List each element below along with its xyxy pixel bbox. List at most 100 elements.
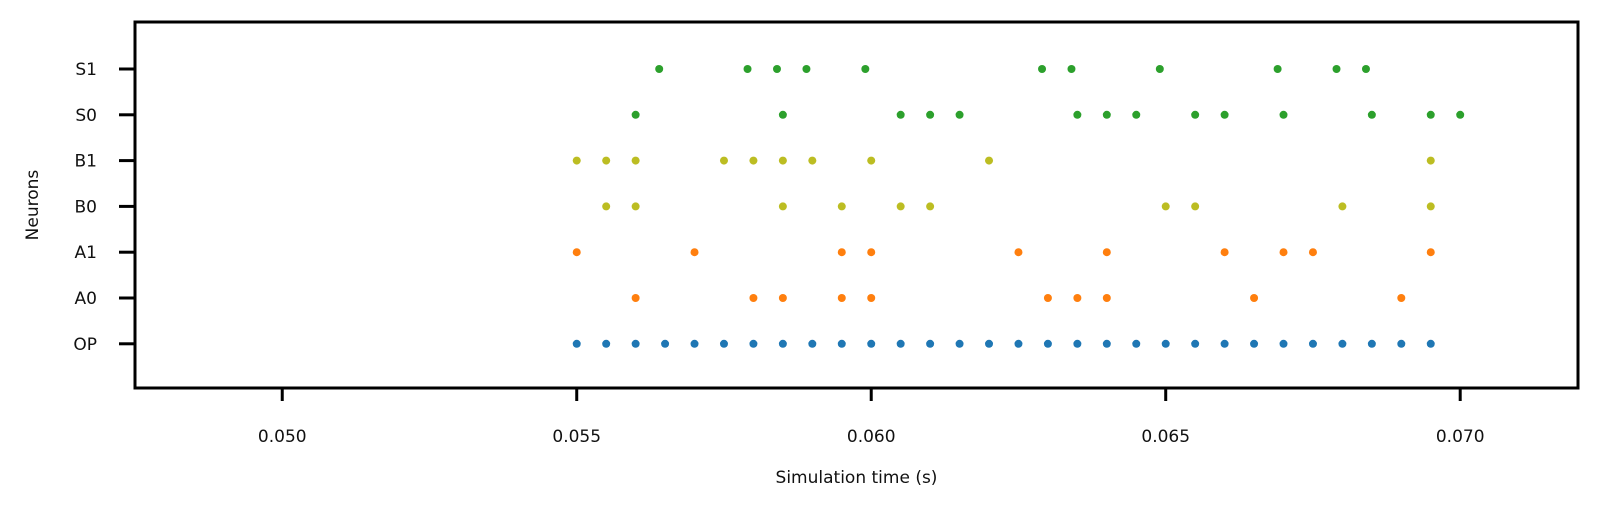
spike-point-a1 bbox=[1279, 248, 1288, 257]
spike-point-op bbox=[867, 339, 876, 348]
x-tick-label: 0.060 bbox=[847, 427, 896, 447]
spike-point-op bbox=[896, 339, 905, 348]
spike-point-op bbox=[1367, 339, 1376, 348]
spike-point-op bbox=[778, 339, 787, 348]
spike-point-op bbox=[1014, 339, 1023, 348]
spike-point-s1 bbox=[1332, 65, 1341, 73]
spike-point-op bbox=[955, 339, 964, 348]
spike-point-b1 bbox=[631, 156, 640, 165]
spike-point-a0 bbox=[867, 294, 876, 302]
spike-point-s0 bbox=[1367, 110, 1376, 119]
spike-point-s1 bbox=[1155, 65, 1164, 73]
spike-point-op bbox=[1191, 339, 1200, 348]
spike-point-op bbox=[1397, 339, 1406, 348]
spike-point-s0 bbox=[1191, 110, 1200, 119]
spike-point-a0 bbox=[1073, 294, 1082, 302]
spike-point-s1 bbox=[1038, 65, 1047, 73]
y-tick-label-a1: A1 bbox=[75, 243, 97, 263]
spike-point-op bbox=[1043, 339, 1052, 348]
x-axis-label: Simulation time (s) bbox=[776, 468, 938, 488]
spike-point-op bbox=[837, 339, 846, 348]
spike-point-op bbox=[808, 339, 817, 348]
spike-point-b0 bbox=[631, 202, 640, 211]
spike-point-b0 bbox=[1191, 202, 1200, 211]
points-layer bbox=[572, 65, 1465, 348]
plot-frame bbox=[133, 20, 1580, 390]
spike-point-a1 bbox=[867, 248, 876, 257]
spike-point-a1 bbox=[1014, 248, 1023, 257]
spike-point-op bbox=[1426, 339, 1435, 348]
spike-point-b0 bbox=[896, 202, 905, 211]
spike-point-a1 bbox=[1308, 248, 1317, 257]
spike-point-a1 bbox=[690, 248, 699, 257]
spike-point-op bbox=[602, 339, 611, 348]
spike-point-s0 bbox=[955, 110, 964, 119]
spike-point-b0 bbox=[837, 202, 846, 211]
spike-point-a1 bbox=[572, 248, 581, 257]
spike-point-op bbox=[1308, 339, 1317, 348]
spike-point-op bbox=[1279, 339, 1288, 348]
spike-point-op bbox=[1132, 339, 1141, 348]
spike-point-op bbox=[1220, 339, 1229, 348]
spike-point-b1 bbox=[985, 156, 994, 165]
spike-point-a0 bbox=[778, 294, 787, 302]
spike-point-op bbox=[1073, 339, 1082, 348]
spike-point-a1 bbox=[1426, 248, 1435, 257]
x-tick-label: 0.050 bbox=[258, 427, 307, 447]
y-tick-label-b1: B1 bbox=[75, 152, 97, 172]
spike-point-op bbox=[1161, 339, 1170, 348]
spike-point-s1 bbox=[655, 65, 664, 73]
spike-point-a0 bbox=[749, 294, 758, 302]
spike-point-b1 bbox=[867, 156, 876, 165]
spike-point-s1 bbox=[1361, 65, 1370, 73]
spike-point-a1 bbox=[837, 248, 846, 257]
spike-point-op bbox=[1102, 339, 1111, 348]
spike-point-b0 bbox=[926, 202, 935, 211]
spike-point-s0 bbox=[1279, 110, 1288, 119]
y-tick-label-a0: A0 bbox=[75, 289, 97, 309]
spike-point-s0 bbox=[1073, 110, 1082, 119]
y-tick-label-b0: B0 bbox=[75, 197, 97, 217]
ticks-layer: 0.050 0.055 0.060 0.065 0.070 OP A0 A1 B0 B1 S0 S1 bbox=[73, 60, 1484, 447]
x-tick-label: 0.065 bbox=[1141, 427, 1190, 447]
spike-point-s0 bbox=[926, 110, 935, 119]
spike-point-b0 bbox=[1338, 202, 1347, 211]
spike-point-b0 bbox=[778, 202, 787, 211]
spike-point-op bbox=[1338, 339, 1347, 348]
spike-point-b1 bbox=[1426, 156, 1435, 165]
y-axis-label: Neurons bbox=[23, 170, 43, 241]
y-tick-label-op: OP bbox=[73, 335, 97, 355]
spike-point-op bbox=[985, 339, 994, 348]
spike-point-b0 bbox=[1426, 202, 1435, 211]
spike-point-s0 bbox=[631, 110, 640, 119]
spike-point-b0 bbox=[1161, 202, 1170, 211]
spike-point-s1 bbox=[802, 65, 811, 73]
x-tick-label: 0.055 bbox=[552, 427, 601, 447]
spike-point-s0 bbox=[1456, 110, 1465, 119]
spike-point-op bbox=[572, 339, 581, 348]
spike-point-s0 bbox=[1220, 110, 1229, 119]
spike-point-op bbox=[926, 339, 935, 348]
spike-point-op bbox=[1250, 339, 1259, 348]
spike-point-b1 bbox=[719, 156, 728, 165]
spike-point-s1 bbox=[861, 65, 870, 73]
spike-point-s0 bbox=[1132, 110, 1141, 119]
x-tick-label: 0.070 bbox=[1436, 427, 1485, 447]
spike-point-op bbox=[661, 339, 670, 348]
spike-point-b1 bbox=[572, 156, 581, 165]
spike-point-b1 bbox=[778, 156, 787, 165]
spike-point-s0 bbox=[1102, 110, 1111, 119]
spike-point-op bbox=[719, 339, 728, 348]
spike-point-s0 bbox=[896, 110, 905, 119]
spike-point-b0 bbox=[602, 202, 611, 211]
spike-point-b1 bbox=[808, 156, 817, 165]
spike-point-a0 bbox=[1043, 294, 1052, 302]
y-tick-label-s0: S0 bbox=[75, 106, 97, 126]
spike-point-b1 bbox=[602, 156, 611, 165]
spike-point-s0 bbox=[778, 110, 787, 119]
spike-point-a0 bbox=[837, 294, 846, 302]
spike-point-op bbox=[749, 339, 758, 348]
spike-point-s1 bbox=[1273, 65, 1282, 73]
spike-point-a0 bbox=[631, 294, 640, 302]
